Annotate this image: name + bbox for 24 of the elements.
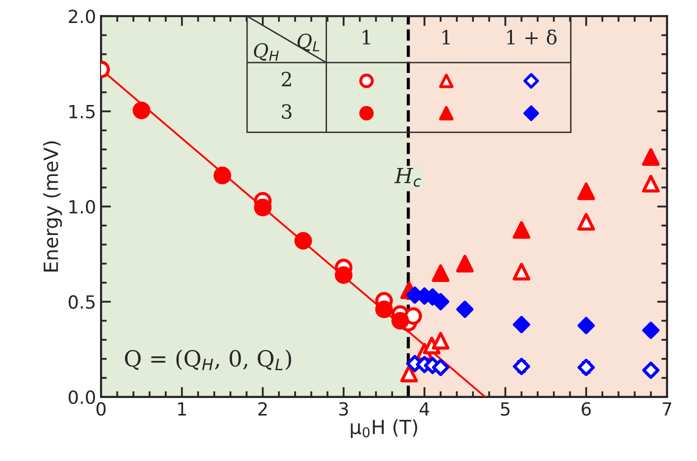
x-tick-label: 5 <box>500 402 510 416</box>
annotation: 1 + δ <box>507 29 557 45</box>
y-axis-title: Energy (meV) <box>43 141 62 272</box>
x-tick-label: 2 <box>258 402 267 416</box>
annotation: 3 <box>282 104 292 119</box>
annotation: Q$_{H}$ <box>254 43 279 61</box>
x-tick-label: 0 <box>96 402 106 416</box>
x-tick-label: 7 <box>662 402 672 416</box>
annotation: Q$_{L}$ <box>298 34 320 52</box>
annotation: Q = (Q$_{H}$, 0, Q$_{L}$) <box>124 350 292 370</box>
x-tick-label: 4 <box>420 402 430 416</box>
annotation: 1 <box>442 30 450 44</box>
annotation: 1 <box>362 30 370 44</box>
y-tick-label: 1.5 <box>69 105 95 118</box>
x-tick-label: 1 <box>178 402 186 416</box>
x-tick-label: 3 <box>339 402 348 416</box>
annotation: 2 <box>282 72 291 86</box>
ref-line-label: H$_{c}$ <box>394 168 421 187</box>
x-axis-title: μ$_{0}$H (T) <box>350 419 418 438</box>
y-tick-label: 0.5 <box>68 295 95 309</box>
x-tick-label: 6 <box>582 402 591 416</box>
y-tick-label: 1.0 <box>69 200 96 214</box>
y-tick-label: 2.0 <box>68 10 96 24</box>
y-tick-label: 0.0 <box>68 390 96 404</box>
